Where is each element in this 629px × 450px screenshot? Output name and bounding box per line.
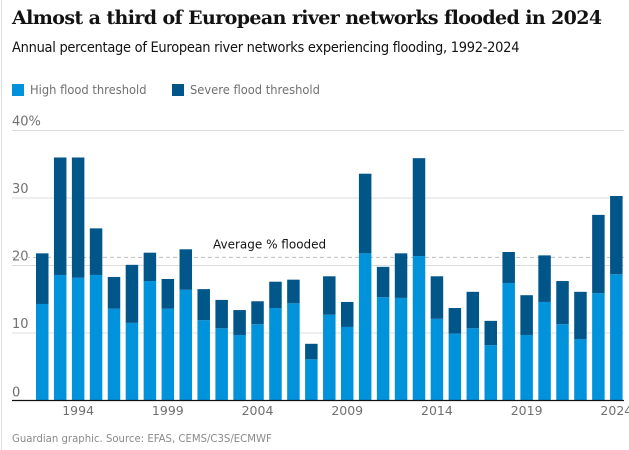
bar-severe-1995 xyxy=(89,228,103,275)
bar-severe-2015 xyxy=(448,308,462,334)
bar-severe-1992 xyxy=(36,253,49,304)
bar-high-2012 xyxy=(394,297,408,401)
bar-high-1992 xyxy=(36,303,49,401)
y-tick-label: 10 xyxy=(12,317,29,332)
bar-high-2009 xyxy=(340,326,354,401)
bar-severe-2002 xyxy=(215,299,228,329)
y-tick-label: 0 xyxy=(12,386,20,401)
bar-severe-2008 xyxy=(323,276,336,315)
legend-swatch-high xyxy=(12,83,24,96)
bar-severe-2016 xyxy=(466,291,480,329)
legend-label-severe: Severe flood threshold xyxy=(189,82,320,97)
bar-severe-2012 xyxy=(394,253,408,298)
x-tick-label: 2024 xyxy=(600,403,629,418)
bar-high-2010 xyxy=(358,253,372,401)
frame-border xyxy=(1,0,2,450)
x-tick-label: 2019 xyxy=(511,403,543,418)
legend-item-severe: Severe flood threshold xyxy=(171,82,331,97)
bar-severe-2000 xyxy=(179,249,193,290)
chart-title: Almost a third of European river network… xyxy=(12,7,602,29)
bar-severe-2021 xyxy=(556,281,569,325)
x-axis-ticks: 1994 1999 2004 2009 2014 2019 2024 xyxy=(62,403,629,418)
bar-high-1999 xyxy=(161,308,175,401)
bar-severe-2011 xyxy=(376,266,390,298)
bar-high-2017 xyxy=(484,345,497,401)
bar-severe-1996 xyxy=(107,276,121,309)
bar-high-2003 xyxy=(233,335,246,401)
legend: High flood threshold Severe flood thresh… xyxy=(12,82,346,97)
x-tick-label: 2004 xyxy=(242,403,274,418)
bar-severe-1997 xyxy=(125,264,139,323)
bar-high-2005 xyxy=(269,308,282,401)
bar-high-1997 xyxy=(125,322,139,401)
bar-high-2019 xyxy=(520,335,533,401)
bar-high-2022 xyxy=(574,339,587,401)
y-tick-label: 30 xyxy=(12,182,29,197)
bar-high-1995 xyxy=(89,274,103,401)
bar-high-2014 xyxy=(430,318,444,401)
bar-severe-2022 xyxy=(574,291,587,340)
bar-high-2021 xyxy=(556,324,569,401)
bar-severe-2013 xyxy=(412,158,426,257)
legend-swatch-severe xyxy=(171,83,184,96)
bar-severe-2005 xyxy=(269,281,282,309)
bar-severe-2007 xyxy=(305,343,318,360)
bar-severe-2018 xyxy=(502,252,515,284)
bar-high-2013 xyxy=(412,256,426,401)
bar-high-2024 xyxy=(610,274,623,401)
x-tick-label: 1999 xyxy=(152,403,184,418)
bar-high-2007 xyxy=(305,359,318,401)
bar-high-2002 xyxy=(215,328,228,401)
bar-high-2006 xyxy=(287,303,300,401)
bar-high-2004 xyxy=(251,324,264,401)
bar-severe-2010 xyxy=(358,173,372,254)
bar-high-2018 xyxy=(502,283,515,401)
bar-high-2008 xyxy=(323,314,336,401)
bar-severe-1999 xyxy=(161,279,175,309)
bar-high-1994 xyxy=(71,277,85,401)
bar-severe-2014 xyxy=(430,276,444,319)
bar-severe-2019 xyxy=(520,295,533,336)
source-note: Guardian graphic. Source: EFAS, CEMS/C3S… xyxy=(12,432,272,445)
x-tick-label: 1994 xyxy=(62,403,94,418)
bar-severe-1994 xyxy=(71,157,85,278)
bars xyxy=(36,157,623,401)
bar-high-1996 xyxy=(107,308,121,401)
bar-severe-2017 xyxy=(484,320,497,346)
bar-high-2020 xyxy=(538,301,551,401)
average-label: Average % flooded xyxy=(213,237,326,251)
bar-severe-2001 xyxy=(197,289,210,321)
bar-severe-2009 xyxy=(340,301,354,327)
y-tick-label: 40% xyxy=(12,115,41,130)
bar-severe-2006 xyxy=(287,279,300,304)
bar-severe-2023 xyxy=(592,214,605,294)
chart-subtitle: Annual percentage of European river netw… xyxy=(12,40,520,56)
bar-high-2000 xyxy=(179,289,193,401)
bar-severe-1998 xyxy=(143,252,157,282)
bar-high-2011 xyxy=(376,297,390,401)
bar-high-1998 xyxy=(143,281,157,401)
legend-label-high: High flood threshold xyxy=(30,82,147,97)
bar-high-2016 xyxy=(466,328,480,401)
bar-severe-2003 xyxy=(233,310,246,336)
average-annotation: Average % flooded xyxy=(12,237,624,258)
bar-severe-2004 xyxy=(251,301,264,325)
x-tick-label: 2014 xyxy=(421,403,453,418)
bar-severe-1993 xyxy=(53,157,67,275)
bar-high-2015 xyxy=(448,333,462,401)
x-tick-label: 2009 xyxy=(331,403,363,418)
bar-high-1993 xyxy=(53,274,67,401)
bar-high-2023 xyxy=(592,293,605,401)
bar-severe-2020 xyxy=(538,255,551,302)
bar-severe-2024 xyxy=(610,195,623,275)
bar-high-2001 xyxy=(197,320,210,401)
legend-item-high: High flood threshold xyxy=(12,82,157,97)
